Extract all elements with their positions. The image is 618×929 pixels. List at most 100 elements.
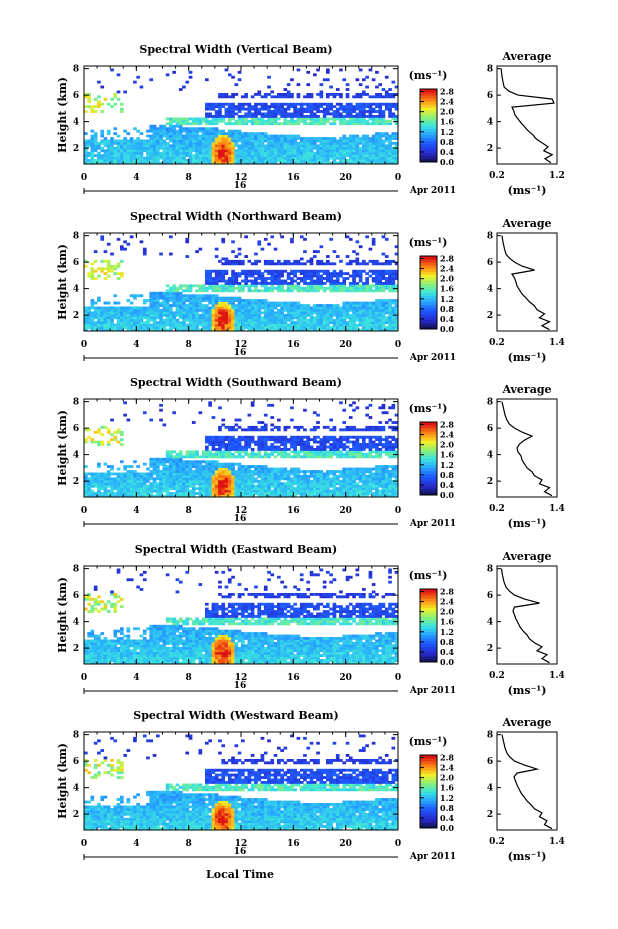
heatmap-cell: [103, 477, 108, 481]
heatmap-cell: [211, 282, 216, 285]
heatmap-cell: [254, 105, 258, 109]
heatmap-cell: [169, 492, 173, 495]
heatmap-cell: [208, 132, 212, 136]
heatmap-cell: [293, 161, 297, 165]
heatmap-cell: [237, 137, 242, 140]
heatmap-cell: [205, 299, 209, 302]
heatmap-cell: [263, 289, 268, 293]
heatmap-cell: [84, 161, 88, 165]
heatmap-cell: [244, 151, 248, 155]
heatmap-cell: [355, 151, 360, 155]
heatmap-cell: [182, 156, 186, 160]
heatmap-cell: [352, 151, 356, 155]
heatmap-cell: [260, 141, 265, 145]
heatmap-cell: [358, 328, 363, 332]
heatmap-cell: [152, 494, 157, 498]
heatmap-cell: [250, 489, 255, 493]
heatmap-cell: [234, 489, 239, 493]
heatmap-cell: [227, 284, 232, 288]
heatmap-cell: [120, 146, 124, 150]
heatmap-cell: [146, 134, 150, 138]
heatmap-cell: [345, 328, 350, 332]
heatmap-cell: [296, 262, 301, 266]
heatmap-cell: [260, 438, 265, 442]
heatmap-cell: [250, 299, 255, 302]
heatmap-cell: [201, 119, 206, 123]
heatmap-cell: [90, 323, 95, 327]
heatmap-cell: [221, 262, 226, 266]
colorbar-swatch: [420, 268, 437, 272]
heatmap-cell: [133, 306, 137, 310]
heatmap-cell: [182, 313, 186, 317]
heatmap-cell: [100, 235, 105, 239]
heatmap-cell: [309, 95, 314, 99]
heatmap-cell: [375, 259, 379, 263]
heatmap-cell: [201, 467, 206, 471]
heatmap-cell: [175, 151, 180, 155]
heatmap-cell: [277, 156, 281, 160]
heatmap-cell: [133, 144, 137, 148]
heatmap-cell: [142, 144, 147, 148]
heatmap-cell: [378, 306, 383, 310]
heatmap-cell: [241, 134, 245, 138]
heatmap-cell: [277, 137, 281, 140]
heatmap-cell: [201, 139, 206, 143]
heatmap-cell: [234, 308, 239, 312]
heatmap-cells: [84, 235, 399, 332]
heatmap-cell: [241, 262, 245, 266]
heatmap-cell: [123, 161, 127, 165]
heatmap-cell: [257, 448, 262, 451]
heatmap-cell: [162, 467, 167, 471]
heatmap-cell: [116, 482, 121, 486]
heatmap-cell: [273, 161, 278, 165]
heatmap-cell: [352, 146, 356, 150]
heatmap-cell: [126, 326, 131, 329]
heatmap-cell: [391, 117, 396, 121]
average-title: Average: [501, 50, 551, 63]
heatmap-cell: [254, 144, 258, 148]
heatmap-cell: [156, 156, 160, 160]
heatmap-cell: [257, 306, 262, 310]
heatmap-cell: [247, 452, 252, 456]
heatmap-cell: [332, 272, 337, 276]
heatmap-cell: [87, 308, 91, 312]
heatmap-cell: [358, 110, 363, 113]
heatmap-cell: [84, 321, 88, 325]
heatmap-cell: [208, 460, 212, 464]
heatmap-cell: [244, 326, 248, 329]
heatmap-cell: [309, 328, 314, 332]
heatmap-cell: [208, 308, 212, 312]
heatmap-cell: [263, 299, 268, 302]
heatmap-cell: [149, 492, 154, 495]
heatmap-cell: [169, 137, 173, 140]
heatmap-cell: [394, 85, 399, 89]
heatmap-cell: [335, 149, 340, 153]
heatmap-cell: [172, 311, 176, 315]
heatmap-cell: [277, 494, 281, 498]
heatmap-cell: [388, 144, 392, 148]
heatmap-cell: [175, 328, 180, 332]
heatmap-cell: [205, 494, 209, 498]
heatmap-cell: [293, 107, 297, 111]
heatmap-cell: [169, 139, 173, 143]
heatmap-cell: [172, 301, 176, 305]
heatmap-cell: [162, 144, 167, 148]
heatmap-cell: [149, 323, 154, 327]
colorbar-swatch: [420, 149, 437, 154]
heatmap-cell: [283, 156, 288, 160]
heatmap-cell: [120, 144, 124, 148]
heatmap-cell: [142, 306, 147, 310]
heatmap-cell: [384, 326, 389, 329]
heatmap-cell: [299, 149, 304, 153]
heatmap-cell: [169, 323, 173, 327]
heatmap-cell: [303, 139, 307, 143]
heatmap-cell: [273, 494, 278, 498]
heatmap-cell: [283, 119, 288, 123]
heatmap-cell: [296, 144, 301, 148]
heatmap-cell: [247, 492, 252, 495]
heatmap-cell: [93, 313, 98, 317]
heatmap-cell: [116, 492, 121, 495]
heatmap-cell: [110, 151, 114, 155]
heatmap-cell: [241, 141, 245, 145]
heatmap-cell: [260, 151, 265, 155]
